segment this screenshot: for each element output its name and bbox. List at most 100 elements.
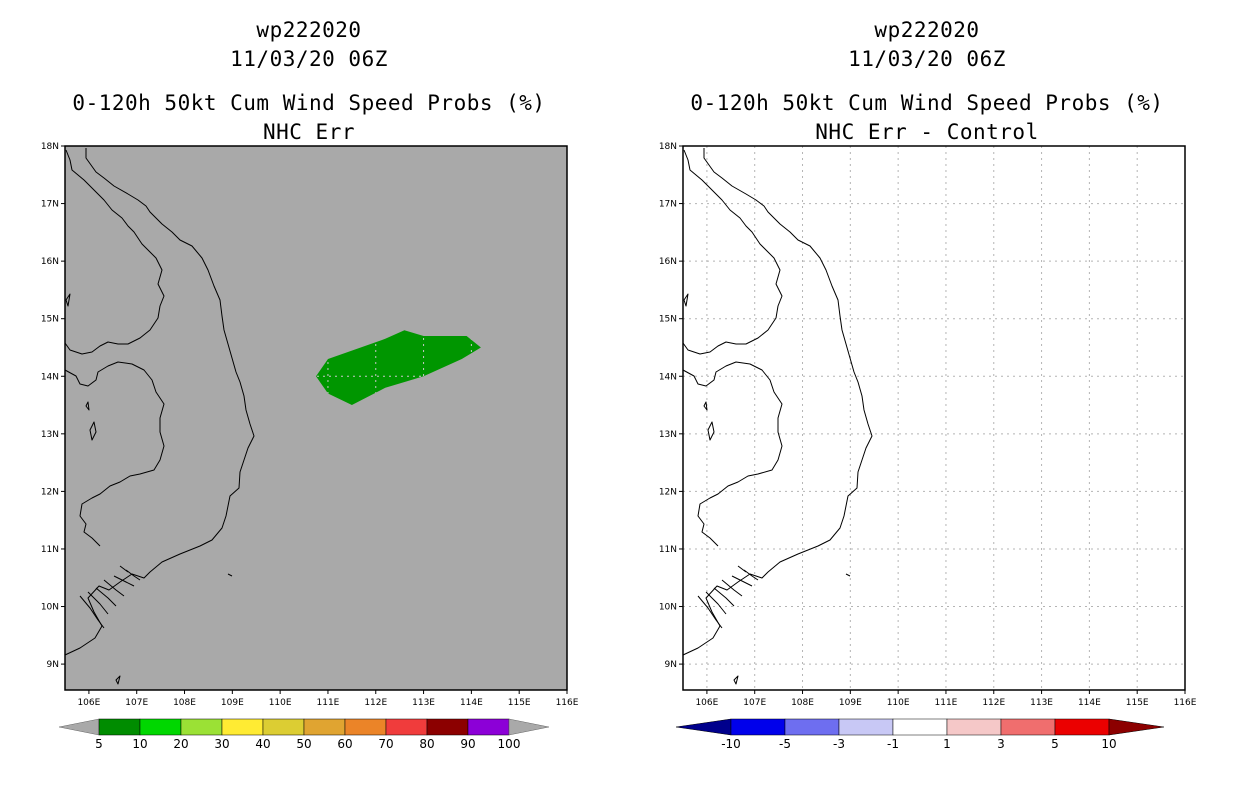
lon-label: 110E: [269, 698, 292, 708]
island: [65, 293, 71, 307]
datetime-title: 11/03/20 06Z: [848, 47, 1006, 71]
coastline: [682, 148, 873, 656]
colorbar-label: 40: [255, 737, 270, 751]
colorbar-segment: [98, 718, 141, 736]
colorbar-segment: [838, 718, 894, 736]
island: [89, 421, 97, 441]
lat-label: 10N: [659, 603, 677, 613]
colorbar-end-triangle: [58, 718, 100, 736]
lon-label: 111E: [935, 698, 958, 708]
colorbar-segment: [426, 718, 469, 736]
delta-channel: [87, 591, 109, 615]
colorbar-label: 30: [214, 737, 229, 751]
lon-label: 112E: [364, 698, 387, 708]
lat-label: 12N: [659, 487, 677, 497]
colorbar-segment: [1000, 718, 1056, 736]
delta-channel: [119, 565, 129, 573]
lon-label: 107E: [125, 698, 148, 708]
island: [683, 293, 689, 307]
lon-label: 108E: [173, 698, 196, 708]
delta-channel: [705, 591, 727, 615]
grid: [683, 146, 1185, 690]
lat-label: 9N: [665, 660, 677, 670]
island: [733, 675, 739, 685]
colorbar-label: 1: [943, 737, 951, 751]
lat-label: 17N: [41, 200, 59, 210]
lat-label: 16N: [41, 257, 59, 267]
lat-label: 11N: [41, 545, 59, 555]
colorbar-end-triangle: [675, 718, 732, 736]
map-frame: [682, 145, 1186, 691]
lat-label: 15N: [41, 315, 59, 325]
lon-label: 114E: [1078, 698, 1101, 708]
lon-label: 106E: [77, 698, 100, 708]
lat-label: 18N: [659, 142, 677, 152]
lat-label: 14N: [659, 372, 677, 382]
colorbar-label: 10: [132, 737, 147, 751]
lon-label: 109E: [839, 698, 862, 708]
delta-channel: [743, 569, 759, 581]
colorbar-label: -3: [833, 737, 845, 751]
delta-channel: [731, 575, 753, 587]
lon-label: 108E: [791, 698, 814, 708]
island: [703, 401, 708, 411]
tick-group: [61, 145, 568, 694]
coastline: [64, 148, 255, 656]
lat-label: 14N: [41, 372, 59, 382]
border-line: [682, 149, 783, 355]
lon-label: 114E: [460, 698, 483, 708]
island: [115, 675, 121, 685]
colorbar-segment: [221, 718, 264, 736]
lat-label: 13N: [659, 430, 677, 440]
colorbar-end-triangle: [508, 718, 550, 736]
probability-area: [316, 330, 481, 405]
lon-label: 107E: [743, 698, 766, 708]
island: [227, 573, 233, 577]
island: [707, 421, 715, 441]
lat-label: 10N: [41, 603, 59, 613]
map-svg: 18N 17N 16N 15N 14N 13N 12N 11N 10N 9N 106E 107E 108…: [659, 142, 1197, 751]
tick-group: [679, 145, 1186, 694]
right-panel: wp222020 11/03/20 06Z 0-120h 50kt Cum Wi…: [618, 0, 1236, 800]
lon-label: 116E: [556, 698, 579, 708]
lon-label: 109E: [221, 698, 244, 708]
lat-label: 17N: [659, 200, 677, 210]
delta-channel: [125, 569, 141, 581]
lat-label: 16N: [659, 257, 677, 267]
lon-label: 113E: [412, 698, 435, 708]
delta-channel: [113, 575, 135, 587]
lat-label: 15N: [659, 315, 677, 325]
colorbar-label: 70: [378, 737, 393, 751]
colorbar-segment: [344, 718, 387, 736]
lon-label: 110E: [887, 698, 910, 708]
left-panel: wp222020 11/03/20 06Z 0-120h 50kt Cum Wi…: [41, 18, 579, 751]
delta-channel: [79, 595, 105, 629]
datetime-title: 11/03/20 06Z: [230, 47, 388, 71]
colorbar-label: 5: [95, 737, 103, 751]
product-title: 0-120h 50kt Cum Wind Speed Probs (%): [690, 91, 1164, 115]
colorbar-label: 3: [997, 737, 1005, 751]
colorbar-segment: [385, 718, 428, 736]
storm-id-title: wp222020: [256, 18, 362, 42]
coastline-group: [64, 148, 255, 685]
colorbar-label: 80: [419, 737, 434, 751]
colorbar-label: 90: [460, 737, 475, 751]
lon-label: 111E: [317, 698, 340, 708]
colorbar-segment: [262, 718, 305, 736]
colorbar-end-triangle: [1108, 718, 1165, 736]
map-background: [65, 146, 567, 690]
island: [845, 573, 851, 577]
lat-label: 18N: [41, 142, 59, 152]
coastline-group: [682, 148, 873, 685]
product-title: 0-120h 50kt Cum Wind Speed Probs (%): [72, 91, 546, 115]
subtitle: NHC Err: [262, 120, 355, 144]
colorbar-label: -1: [887, 737, 899, 751]
colorbar: -10 -5 -3 -1 1 3 5 10: [675, 718, 1165, 751]
colorbar-segment: [303, 718, 346, 736]
colorbar-segment: [784, 718, 840, 736]
storm-id-title: wp222020: [874, 18, 980, 42]
lat-label: 11N: [659, 545, 677, 555]
colorbar-label: 50: [296, 737, 311, 751]
colorbar: 5 10 20 30 40 50 60 70 80 90 100: [58, 718, 550, 751]
lat-label: 13N: [41, 430, 59, 440]
